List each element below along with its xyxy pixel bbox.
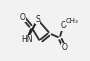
Text: CH₃: CH₃ [65, 18, 78, 24]
Text: S: S [35, 15, 40, 24]
Text: O: O [60, 21, 66, 30]
Text: O: O [20, 13, 26, 22]
Text: O: O [62, 43, 68, 52]
Text: HN: HN [21, 35, 32, 44]
